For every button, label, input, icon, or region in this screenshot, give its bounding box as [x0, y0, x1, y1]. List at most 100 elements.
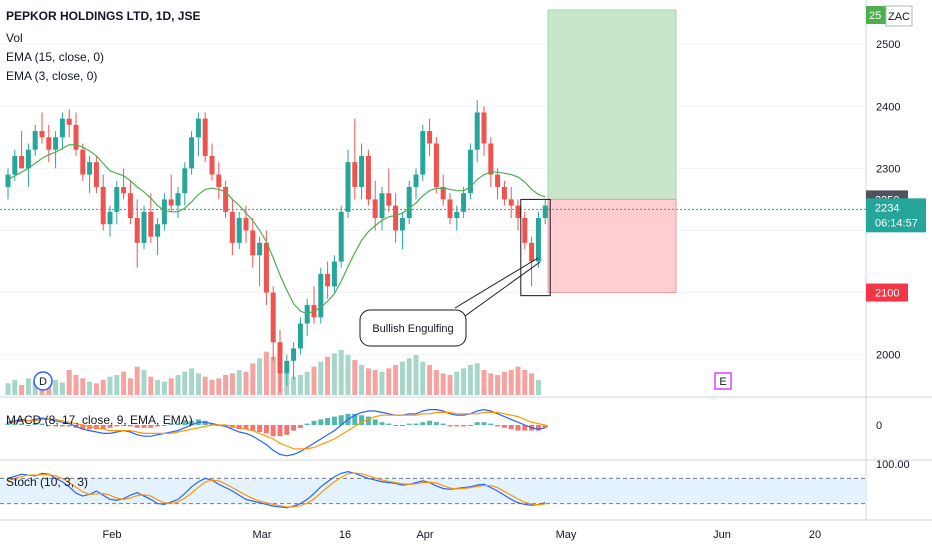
volume-bar [202, 376, 208, 395]
volume-bar [345, 355, 351, 395]
candle-body [100, 186, 106, 225]
volume-bar [87, 381, 93, 395]
volume-bar [121, 371, 127, 395]
candle-body [66, 118, 72, 125]
candle-body [386, 193, 392, 206]
candle-body [461, 193, 467, 212]
candle-body [454, 211, 460, 219]
candle-body [427, 131, 433, 144]
candle-body [447, 199, 453, 219]
candle-body [121, 186, 127, 194]
candle-body [508, 199, 514, 206]
macd-histogram-bar [297, 425, 303, 428]
macd-histogram-bar [427, 420, 433, 425]
stop-price-tag [866, 283, 908, 302]
candle-body [161, 199, 167, 225]
volume-bar [270, 356, 276, 395]
candle-body [277, 342, 283, 374]
volume-bar [474, 363, 480, 395]
volume-bar [359, 365, 365, 395]
candle-body [168, 199, 174, 206]
macd-histogram-bar [148, 425, 154, 428]
candle-body [114, 186, 120, 212]
macd-histogram-bar [270, 425, 276, 437]
candle-body [12, 155, 18, 175]
candle-body [127, 193, 133, 219]
macd-histogram-bar [161, 425, 167, 426]
candle-body [433, 143, 439, 187]
volume-bar [257, 358, 263, 395]
macd-pane-label[interactable]: MACD (8, 17, close, 9, EMA, EMA) [6, 413, 193, 427]
candle-body [134, 218, 140, 243]
macd-histogram-bar [447, 425, 453, 427]
volume-bar [467, 365, 473, 395]
macd-histogram-bar [66, 425, 72, 427]
volume-bar [5, 383, 11, 395]
volume-bar [73, 375, 79, 395]
candle-body [318, 273, 324, 318]
macd-histogram-bar [223, 425, 229, 427]
current-price-text: 2234 [875, 202, 899, 214]
symbol-badge-text: ZAC [888, 11, 910, 23]
volume-bar [352, 360, 358, 395]
volume-bar [515, 366, 521, 395]
symbol-badge [885, 5, 913, 27]
volume-bar [535, 380, 541, 395]
macd-histogram-bar [46, 425, 52, 426]
candle-body [53, 137, 59, 150]
candle-body [32, 131, 38, 150]
volume-bar [59, 382, 65, 395]
macd-histogram-bar [325, 418, 331, 425]
indicator-vol-label[interactable]: Vol [6, 31, 23, 45]
macd-histogram-bar [127, 425, 133, 427]
macd-histogram-bar [474, 422, 480, 425]
dividend-marker-label: D [39, 376, 47, 388]
time-axis-tick: Jun [713, 529, 731, 541]
target-price-text: 25 [869, 10, 881, 22]
indicator-ema3-label[interactable]: EMA (3, close, 0) [6, 69, 98, 83]
candle-body [93, 162, 99, 187]
volume-bar [19, 385, 25, 395]
macd-histogram-bar [467, 425, 473, 426]
candle-body [25, 149, 31, 169]
candle-body [495, 174, 501, 187]
volume-bar [229, 373, 235, 395]
volume-bar [481, 370, 487, 395]
macd-histogram-bar [542, 425, 548, 428]
candle-body [522, 218, 528, 243]
macd-histogram-bar [114, 425, 120, 427]
volume-bar [304, 371, 310, 395]
candle-body [270, 292, 276, 343]
candle-body [291, 348, 297, 361]
volume-bar [114, 375, 120, 395]
indicator-ema15-label[interactable]: EMA (15, close, 0) [6, 50, 105, 64]
candle-body [209, 155, 215, 175]
time-axis-tick: 20 [809, 529, 821, 541]
volume-bar [522, 370, 528, 395]
stoch-pane-label[interactable]: Stoch (10, 3, 3) [6, 475, 89, 489]
macd-histogram-bar [32, 423, 38, 425]
volume-bar [379, 371, 385, 395]
candle-body [87, 162, 93, 175]
macd-histogram-bar [488, 423, 494, 425]
candle-body [250, 230, 256, 256]
macd-histogram-bar [461, 425, 467, 427]
pattern-highlight-box [520, 198, 551, 297]
stoch-d-line [7, 472, 546, 508]
volume-bar [243, 371, 249, 395]
candle-body [372, 199, 378, 219]
volume-bar [365, 368, 371, 395]
candle-body [379, 193, 385, 219]
time-axis-tick: Feb [103, 529, 122, 541]
stoch-axis-tick: 100.00 [876, 459, 910, 471]
volume-bar [325, 356, 331, 395]
candle-body [189, 137, 195, 169]
volume-bar [127, 378, 133, 395]
volume-bar [393, 365, 399, 395]
macd-histogram-bar [318, 419, 324, 425]
macd-histogram-bar [291, 425, 297, 431]
candle-body [488, 143, 494, 175]
stop-price-text: 2100 [875, 288, 899, 300]
